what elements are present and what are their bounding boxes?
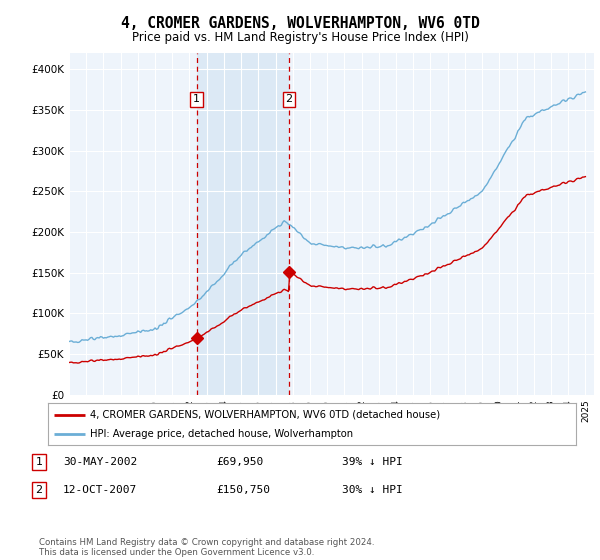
Text: 4, CROMER GARDENS, WOLVERHAMPTON, WV6 0TD: 4, CROMER GARDENS, WOLVERHAMPTON, WV6 0T… xyxy=(121,16,479,31)
Text: Contains HM Land Registry data © Crown copyright and database right 2024.
This d: Contains HM Land Registry data © Crown c… xyxy=(39,538,374,557)
Text: 30-MAY-2002: 30-MAY-2002 xyxy=(63,457,137,467)
Text: 1: 1 xyxy=(35,457,43,467)
Text: 4, CROMER GARDENS, WOLVERHAMPTON, WV6 0TD (detached house): 4, CROMER GARDENS, WOLVERHAMPTON, WV6 0T… xyxy=(90,409,440,419)
Text: 30% ↓ HPI: 30% ↓ HPI xyxy=(342,485,403,495)
Text: £69,950: £69,950 xyxy=(216,457,263,467)
Bar xyxy=(197,53,289,395)
Text: 2: 2 xyxy=(286,94,293,104)
Text: 12-OCT-2007: 12-OCT-2007 xyxy=(63,485,137,495)
Text: Price paid vs. HM Land Registry's House Price Index (HPI): Price paid vs. HM Land Registry's House … xyxy=(131,31,469,44)
Text: HPI: Average price, detached house, Wolverhampton: HPI: Average price, detached house, Wolv… xyxy=(90,429,353,439)
Text: £150,750: £150,750 xyxy=(216,485,270,495)
Text: 39% ↓ HPI: 39% ↓ HPI xyxy=(342,457,403,467)
Text: 1: 1 xyxy=(193,94,200,104)
Text: 2: 2 xyxy=(35,485,43,495)
